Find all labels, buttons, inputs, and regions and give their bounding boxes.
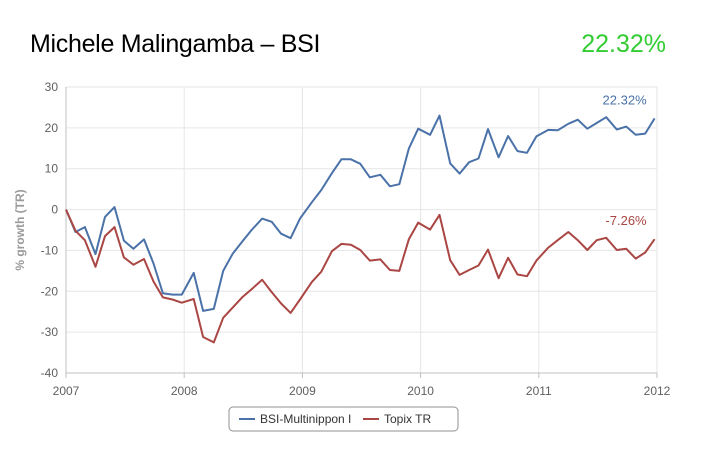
page-title: Michele Malingamba – BSI bbox=[30, 30, 321, 58]
x-tick-label: 2012 bbox=[644, 384, 671, 398]
performance-value: 22.32% bbox=[581, 30, 666, 58]
legend-item-label: Topix TR bbox=[384, 412, 431, 426]
y-tick-label: 20 bbox=[45, 121, 59, 135]
y-tick-label: -10 bbox=[41, 243, 59, 257]
x-tick-label: 2009 bbox=[289, 384, 316, 398]
grid-lines bbox=[65, 86, 658, 374]
y-tick-label: 0 bbox=[51, 203, 58, 217]
x-tick-label: 2008 bbox=[171, 384, 198, 398]
legend-item-label: BSI-Multinippon I bbox=[260, 412, 351, 426]
series-lines bbox=[65, 114, 656, 344]
x-tick-label: 2011 bbox=[526, 384, 552, 398]
y-tick-label: -20 bbox=[41, 284, 59, 298]
x-tick-label: 2010 bbox=[407, 384, 434, 398]
series-line-topix-tr bbox=[65, 209, 656, 344]
y-tick-label: -30 bbox=[41, 325, 59, 339]
legend: BSI-Multinippon I Topix TR bbox=[228, 406, 459, 432]
legend-box bbox=[228, 406, 459, 432]
y-axis-title: % growth (TR) bbox=[13, 189, 27, 270]
series-line-bsi-multinippon bbox=[65, 114, 656, 312]
series-end-label: 22.32% bbox=[603, 92, 648, 107]
x-tick-label: 2007 bbox=[53, 384, 80, 398]
end-labels: 22.32% -7.26% bbox=[603, 92, 648, 228]
series-end-label: -7.26% bbox=[605, 213, 647, 228]
y-tick-label: -40 bbox=[41, 366, 59, 380]
y-tick-label: 10 bbox=[45, 162, 59, 176]
y-tick-label: 30 bbox=[45, 80, 59, 94]
